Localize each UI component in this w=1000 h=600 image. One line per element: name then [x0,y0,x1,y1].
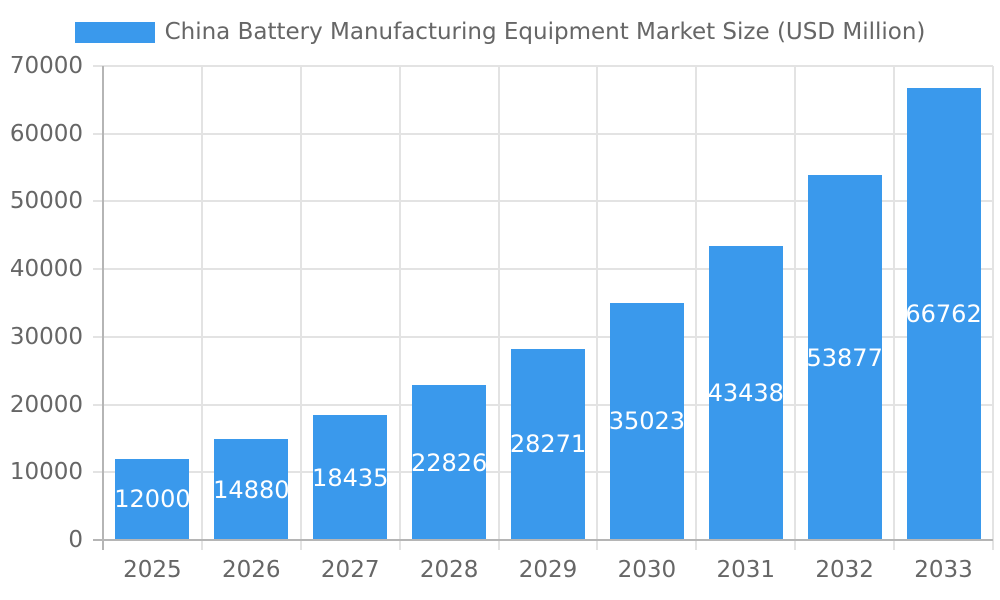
bar-value-label: 12000 [114,485,191,514]
x-gridline [992,66,994,550]
bar-2030[interactable]: 35023 [608,302,686,540]
y-gridline [93,268,993,271]
x-gridline [200,66,203,550]
y-gridline [93,335,993,338]
bar-value-label: 14880 [213,475,290,504]
bar-2026[interactable]: 14880 [213,439,290,540]
bar-value-label: 43438 [707,378,784,407]
y-tick-label: 20000 [9,391,83,418]
y-tick-label: 70000 [9,53,83,79]
x-tick-label: 2032 [815,557,874,583]
x-tick-label: 2031 [716,557,776,583]
bar-value-label: 66762 [905,299,982,328]
bar-value-label: 35023 [608,407,686,436]
legend-color-swatch [74,21,155,43]
x-tick-label: 2029 [518,557,578,583]
bar-2032[interactable]: 53877 [806,175,883,540]
bar-value-label: 18435 [312,463,389,492]
x-gridline [695,66,698,550]
x-tick-label: 2026 [222,557,281,583]
y-gridline [93,65,993,67]
bar-2028[interactable]: 22826 [410,385,488,540]
y-tick-label: 10000 [9,459,83,486]
x-tick-label: 2025 [123,557,182,583]
x-gridline [299,66,302,550]
bar-2033[interactable]: 66762 [905,87,982,540]
bar-value-label: 53877 [806,343,883,372]
bar-2031[interactable]: 43438 [707,245,784,540]
x-gridline [497,66,500,550]
y-tick-label: 60000 [9,120,83,147]
bar-value-label: 22826 [410,448,488,477]
x-gridline [398,66,401,550]
x-tick-label: 2030 [617,557,677,583]
x-gridline [596,66,599,550]
legend-item[interactable]: China Battery Manufacturing Equipment Ma… [0,18,1000,46]
x-axis-line [93,539,993,541]
y-tick-label: 30000 [9,323,83,350]
bar-value-label: 28271 [509,430,587,459]
x-tick-label: 2028 [419,557,479,583]
y-tick-label: 0 [68,527,83,553]
bar-2025[interactable]: 12000 [114,458,191,540]
y-axis-line [102,66,104,550]
y-tick-label: 40000 [9,256,83,283]
bar-2027[interactable]: 18435 [312,415,389,540]
x-gridline [794,66,797,550]
x-tick-label: 2033 [914,557,973,583]
bar-2029[interactable]: 28271 [509,348,587,540]
y-tick-label: 50000 [9,188,83,215]
x-tick-label: 2027 [320,557,380,583]
y-gridline [93,132,993,135]
legend-label: China Battery Manufacturing Equipment Ma… [164,19,926,45]
x-gridline [893,66,896,550]
y-gridline [93,200,993,203]
